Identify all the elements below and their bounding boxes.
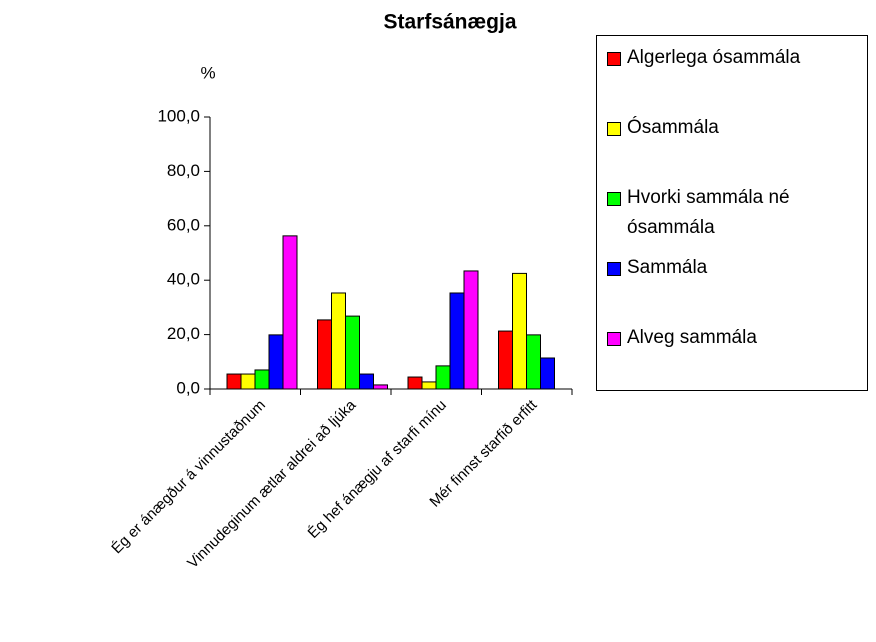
legend-label: Hvorki sammála né ósammála <box>627 187 790 238</box>
chart-title: Starfsánægja <box>383 11 516 34</box>
x-tick-label: Ég er ánægður á vinnustaðnum <box>108 397 269 558</box>
legend-label: Sammála <box>627 257 708 278</box>
legend-swatch <box>607 332 621 346</box>
legend-item: Algerlega ósammála <box>607 43 862 73</box>
legend-label: Algerlega ósammála <box>627 47 801 68</box>
legend: Algerlega ósammála Ósammála Hvorki sammála… <box>596 35 868 391</box>
y-axis-label: % <box>200 63 215 82</box>
bar <box>331 292 346 390</box>
y-tick-label: 20,0 <box>167 324 200 343</box>
y-tick-label: 40,0 <box>167 270 200 289</box>
y-tick-label: 100,0 <box>157 106 200 125</box>
y-tick-label: 80,0 <box>167 161 200 180</box>
legend-swatch <box>607 122 621 136</box>
bar <box>359 373 374 390</box>
legend-label: Ósammála <box>627 117 719 138</box>
x-tick-label: Vinnudeginum ætlar aldrei að ljúka <box>184 396 360 572</box>
bar <box>268 334 284 390</box>
bar <box>282 235 298 390</box>
bar <box>373 384 388 390</box>
bar <box>463 270 479 390</box>
bar <box>254 369 270 390</box>
legend-label: Alveg sammála <box>627 327 757 348</box>
legend-swatch <box>607 262 621 276</box>
bar <box>435 365 451 390</box>
bar <box>226 373 242 390</box>
y-tick-label: 0,0 <box>176 378 200 397</box>
legend-item: Sammála <box>607 253 862 283</box>
legend-item: Alveg sammála <box>607 323 862 353</box>
bar <box>449 292 465 390</box>
bar <box>240 373 256 390</box>
bar <box>421 381 437 390</box>
legend-swatch <box>607 192 621 206</box>
legend-item: Hvorki sammála né ósammála <box>607 183 862 243</box>
bar <box>407 376 423 390</box>
bar <box>498 330 513 390</box>
bar <box>540 357 555 390</box>
bar <box>526 334 541 390</box>
legend-item: Ósammála <box>607 113 862 143</box>
bar <box>317 319 332 390</box>
legend-swatch <box>607 52 621 66</box>
y-tick-label: 60,0 <box>167 215 200 234</box>
bar <box>345 315 360 390</box>
bar <box>512 272 527 390</box>
